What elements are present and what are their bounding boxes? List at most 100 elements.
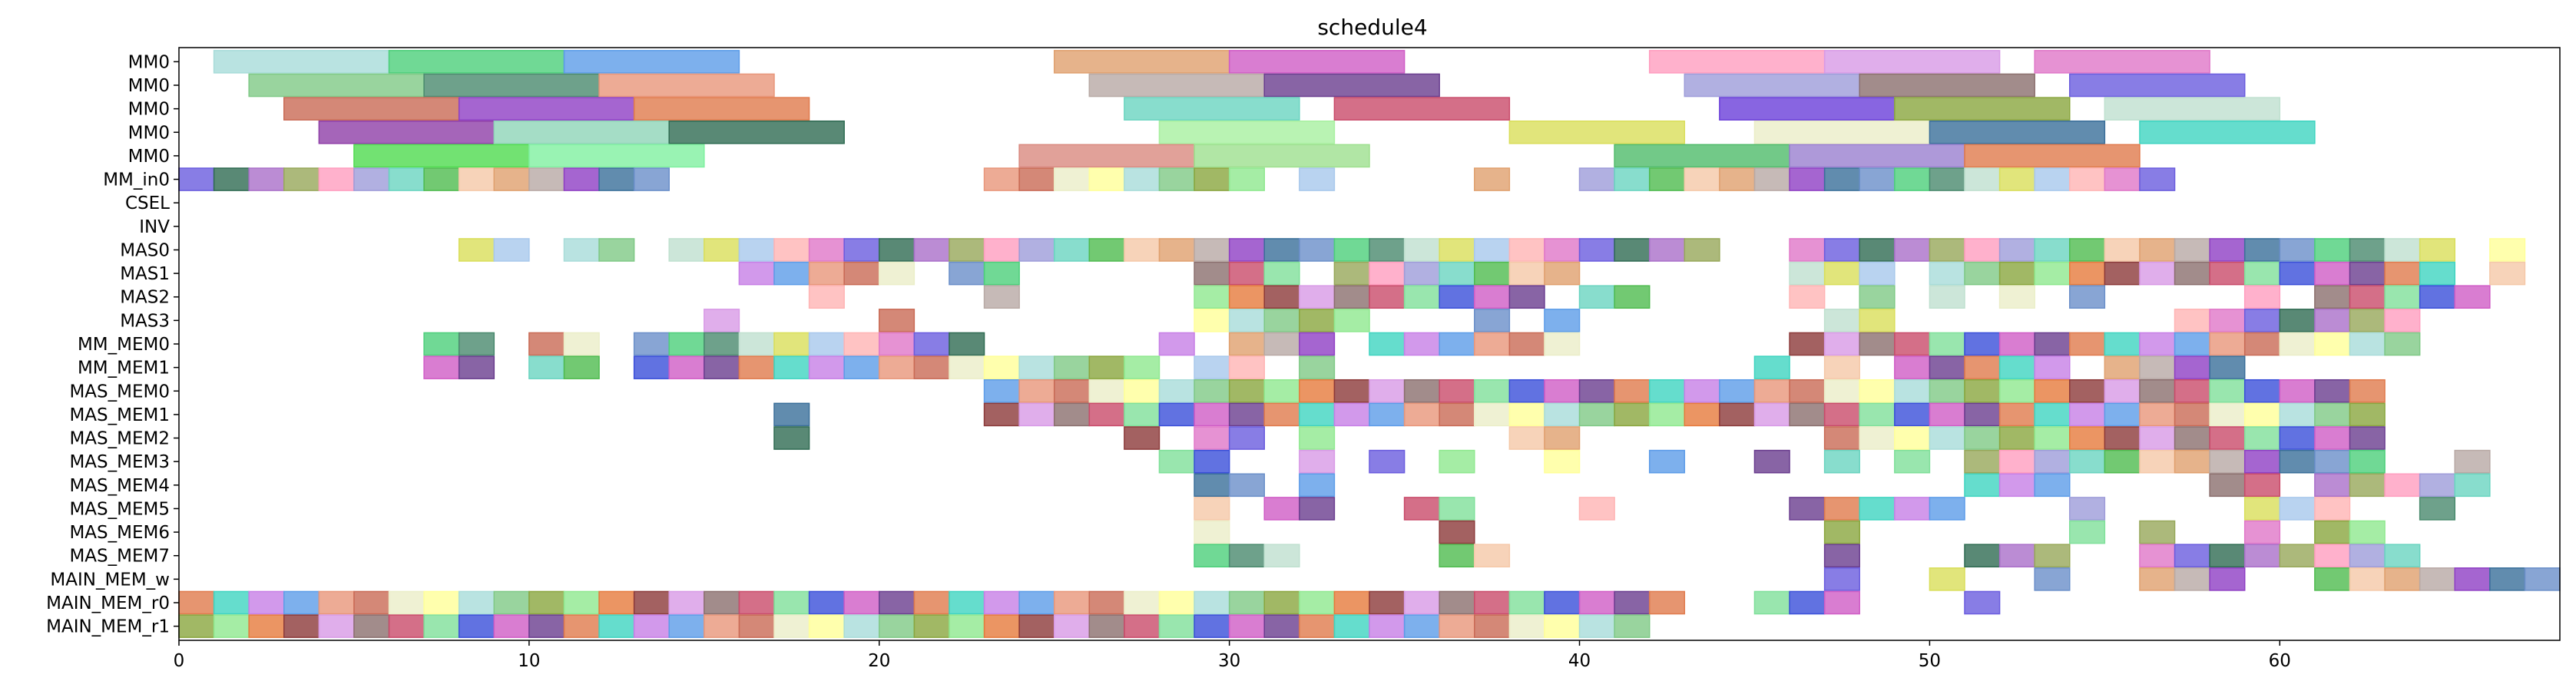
task-cell <box>1544 309 1581 332</box>
task-cell <box>388 590 425 615</box>
task-cell <box>1018 614 1055 638</box>
task-cell <box>1789 332 1826 356</box>
task-cell <box>1578 614 1615 638</box>
task-cell <box>1299 614 1336 638</box>
task-cell <box>1474 309 1511 332</box>
task-cell <box>1823 449 1860 474</box>
task-cell <box>1544 402 1581 427</box>
task-cell <box>668 332 705 356</box>
task-cell <box>1333 402 1370 427</box>
task-cell <box>1403 261 1440 286</box>
task-cell <box>1299 402 1336 427</box>
task-cell <box>1998 544 2035 568</box>
task-cell <box>2069 285 2106 309</box>
task-cell <box>1964 355 2001 379</box>
task-cell <box>1299 355 1336 379</box>
task-cell <box>1823 497 1860 521</box>
task-cell <box>2314 402 2351 427</box>
task-bar <box>1859 73 2035 98</box>
task-bar <box>1228 50 1406 74</box>
task-cell <box>2384 473 2421 498</box>
task-cell <box>423 590 460 615</box>
task-cell <box>1719 402 1756 427</box>
task-cell <box>1859 402 1896 427</box>
task-cell <box>1578 167 1615 191</box>
task-cell <box>1018 590 1055 615</box>
task-cell <box>1228 402 1265 427</box>
task-cell <box>1789 497 1826 521</box>
task-cell <box>1894 426 1931 450</box>
task-bar <box>1684 73 1860 98</box>
task-cell <box>2279 379 2316 403</box>
task-bar <box>1194 144 1370 168</box>
task-cell <box>1508 285 1545 309</box>
task-cell <box>1544 332 1581 356</box>
task-bars <box>178 50 2561 638</box>
task-cell <box>1369 449 1406 474</box>
task-cell <box>1789 167 1826 191</box>
task-cell <box>2139 261 2176 286</box>
task-cell <box>738 261 775 286</box>
task-cell <box>1053 402 1091 427</box>
task-cell <box>1508 402 1545 427</box>
task-cell <box>1333 614 1370 638</box>
task-cell <box>983 261 1020 286</box>
task-cell <box>2349 426 2386 450</box>
task-cell <box>1789 379 1826 403</box>
task-cell <box>1894 238 1931 262</box>
task-cell <box>1964 379 2001 403</box>
task-bar <box>1508 120 1686 144</box>
task-cell <box>1333 285 1370 309</box>
task-cell <box>2069 238 2106 262</box>
task-cell <box>1823 520 1860 544</box>
task-cell <box>1439 332 1475 356</box>
y-tick-label: MM0 <box>128 100 170 120</box>
task-cell <box>1929 238 1965 262</box>
task-cell <box>1299 497 1336 521</box>
task-cell <box>1998 379 2035 403</box>
task-cell <box>1578 402 1615 427</box>
task-cell <box>2349 449 2386 474</box>
task-cell <box>2139 332 2176 356</box>
task-cell <box>1684 379 1720 403</box>
task-cell <box>633 614 670 638</box>
task-cell <box>808 238 845 262</box>
task-cell <box>1228 167 1265 191</box>
task-cell <box>1158 402 1195 427</box>
task-cell <box>983 355 1020 379</box>
task-cell <box>2279 402 2316 427</box>
task-cell <box>2139 167 2176 191</box>
task-bar <box>1088 73 1265 98</box>
task-cell <box>2279 497 2316 521</box>
task-cell <box>2034 544 2071 568</box>
task-cell <box>2524 567 2561 591</box>
task-cell <box>983 285 1020 309</box>
task-cell <box>1859 379 1896 403</box>
task-cell <box>879 355 916 379</box>
task-cell <box>563 590 600 615</box>
task-cell <box>1124 590 1161 615</box>
task-cell <box>1508 261 1545 286</box>
task-cell <box>1158 238 1195 262</box>
task-bar <box>1753 120 1931 144</box>
task-cell <box>1088 355 1125 379</box>
task-cell <box>1998 285 2035 309</box>
task-cell <box>1158 614 1195 638</box>
task-cell <box>2349 285 2386 309</box>
task-cell <box>913 355 950 379</box>
y-tick-label: MM_MEM1 <box>78 359 170 379</box>
chart-title: schedule4 <box>1317 15 1427 40</box>
task-cell <box>2174 402 2210 427</box>
task-cell <box>1859 309 1896 332</box>
task-cell <box>1439 614 1475 638</box>
task-cell <box>1823 332 1860 356</box>
task-cell <box>2419 497 2455 521</box>
task-cell <box>458 590 495 615</box>
task-cell <box>913 614 950 638</box>
task-cell <box>2139 544 2176 568</box>
task-cell <box>1299 590 1336 615</box>
task-cell <box>1614 402 1651 427</box>
x-axis-ticks: 0 10 20 30 40 50 60 <box>174 640 2291 671</box>
task-cell <box>1474 167 1511 191</box>
task-cell <box>1018 379 1055 403</box>
